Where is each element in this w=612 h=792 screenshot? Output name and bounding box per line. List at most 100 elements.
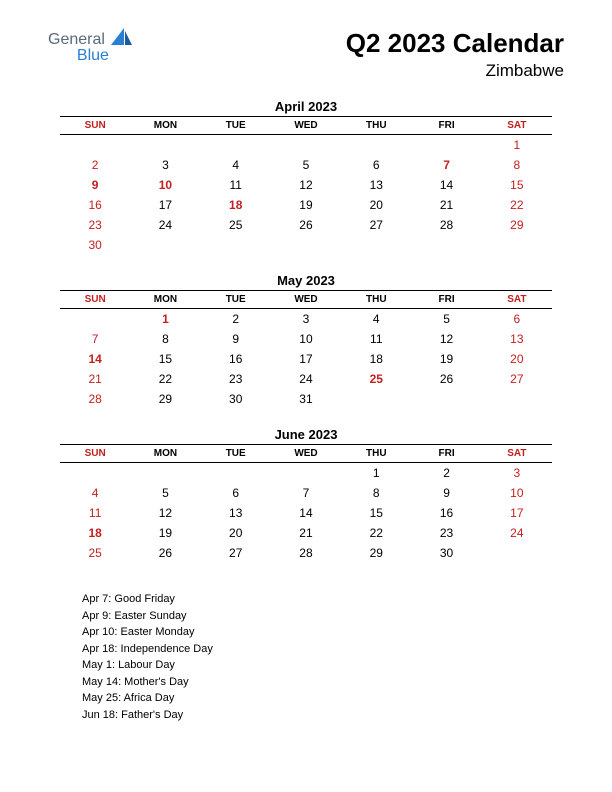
month-block: May 2023 SUNMONTUEWEDTHUFRISAT12345678910… xyxy=(60,273,552,409)
day-cell: 14 xyxy=(271,503,341,523)
day-cell: 5 xyxy=(130,483,200,503)
day-cell: 13 xyxy=(341,175,411,195)
day-cell: 19 xyxy=(130,523,200,543)
day-cell: 18 xyxy=(60,523,130,543)
day-cell: 19 xyxy=(411,349,481,369)
table-row: 45678910 xyxy=(60,483,552,503)
calendar-table: SUNMONTUEWEDTHUFRISAT1234567891011121314… xyxy=(60,290,552,409)
day-cell: 26 xyxy=(271,215,341,235)
day-cell: 1 xyxy=(341,463,411,484)
day-cell: 18 xyxy=(201,195,271,215)
day-cell: 19 xyxy=(271,195,341,215)
day-cell: 25 xyxy=(60,543,130,563)
day-cell: 5 xyxy=(271,155,341,175)
day-header: SUN xyxy=(60,117,130,135)
holiday-item: May 25: Africa Day xyxy=(82,690,612,707)
day-header: SAT xyxy=(482,291,552,309)
day-header: FRI xyxy=(411,445,481,463)
table-row: 78910111213 xyxy=(60,329,552,349)
day-cell: 9 xyxy=(60,175,130,195)
month-block: June 2023SUNMONTUEWEDTHUFRISAT1234567891… xyxy=(60,427,552,563)
day-cell: 25 xyxy=(341,369,411,389)
month-title: May 2023 xyxy=(60,273,552,288)
day-cell: 9 xyxy=(411,483,481,503)
table-row: 123 xyxy=(60,463,552,484)
day-header: THU xyxy=(341,291,411,309)
day-cell xyxy=(271,135,341,156)
table-row: 252627282930 xyxy=(60,543,552,563)
day-cell: 23 xyxy=(411,523,481,543)
day-cell xyxy=(482,389,552,409)
day-cell: 29 xyxy=(482,215,552,235)
day-cell: 28 xyxy=(271,543,341,563)
day-cell: 2 xyxy=(411,463,481,484)
day-cell: 10 xyxy=(130,175,200,195)
day-cell: 25 xyxy=(201,215,271,235)
calendars-container: April 2023SUNMONTUEWEDTHUFRISAT123456789… xyxy=(0,81,612,563)
day-cell: 16 xyxy=(411,503,481,523)
day-cell: 8 xyxy=(482,155,552,175)
table-row: 14151617181920 xyxy=(60,349,552,369)
day-cell: 1 xyxy=(482,135,552,156)
day-cell xyxy=(130,463,200,484)
day-cell: 13 xyxy=(482,329,552,349)
table-row: 9101112131415 xyxy=(60,175,552,195)
calendar-table: SUNMONTUEWEDTHUFRISAT1234567891011121314… xyxy=(60,116,552,255)
day-cell: 3 xyxy=(482,463,552,484)
day-header: WED xyxy=(271,117,341,135)
day-cell: 16 xyxy=(60,195,130,215)
day-cell: 24 xyxy=(271,369,341,389)
day-header: MON xyxy=(130,291,200,309)
day-cell xyxy=(201,235,271,255)
day-cell: 30 xyxy=(411,543,481,563)
table-row: 1 xyxy=(60,135,552,156)
day-cell: 11 xyxy=(341,329,411,349)
day-cell: 16 xyxy=(201,349,271,369)
day-cell xyxy=(411,135,481,156)
day-cell xyxy=(271,463,341,484)
day-cell: 24 xyxy=(130,215,200,235)
day-cell: 6 xyxy=(201,483,271,503)
day-cell: 13 xyxy=(201,503,271,523)
page-title: Q2 2023 Calendar xyxy=(346,28,564,59)
day-cell: 8 xyxy=(341,483,411,503)
day-cell xyxy=(271,235,341,255)
holiday-item: May 1: Labour Day xyxy=(82,657,612,674)
day-cell: 11 xyxy=(60,503,130,523)
day-cell: 5 xyxy=(411,309,481,330)
day-cell xyxy=(411,389,481,409)
logo-text-blue: Blue xyxy=(77,47,109,65)
day-header: SUN xyxy=(60,445,130,463)
day-cell xyxy=(60,463,130,484)
day-header: FRI xyxy=(411,291,481,309)
day-cell: 15 xyxy=(341,503,411,523)
day-cell: 9 xyxy=(201,329,271,349)
day-header: WED xyxy=(271,291,341,309)
holiday-item: Apr 7: Good Friday xyxy=(82,591,612,608)
day-cell: 8 xyxy=(130,329,200,349)
day-cell: 18 xyxy=(341,349,411,369)
day-header: FRI xyxy=(411,117,481,135)
day-cell: 3 xyxy=(271,309,341,330)
day-header: SAT xyxy=(482,117,552,135)
day-header: THU xyxy=(341,117,411,135)
day-cell xyxy=(130,235,200,255)
day-cell: 7 xyxy=(411,155,481,175)
logo-sail-icon xyxy=(111,28,133,51)
day-header: THU xyxy=(341,445,411,463)
day-cell: 4 xyxy=(60,483,130,503)
table-row: 30 xyxy=(60,235,552,255)
day-cell: 30 xyxy=(201,389,271,409)
day-cell xyxy=(341,235,411,255)
day-header: TUE xyxy=(201,117,271,135)
day-header: TUE xyxy=(201,445,271,463)
day-cell: 10 xyxy=(482,483,552,503)
day-cell: 29 xyxy=(130,389,200,409)
day-header: WED xyxy=(271,445,341,463)
day-header: SAT xyxy=(482,445,552,463)
day-cell: 4 xyxy=(201,155,271,175)
day-cell: 31 xyxy=(271,389,341,409)
day-cell: 12 xyxy=(130,503,200,523)
day-cell: 10 xyxy=(271,329,341,349)
day-cell: 12 xyxy=(271,175,341,195)
